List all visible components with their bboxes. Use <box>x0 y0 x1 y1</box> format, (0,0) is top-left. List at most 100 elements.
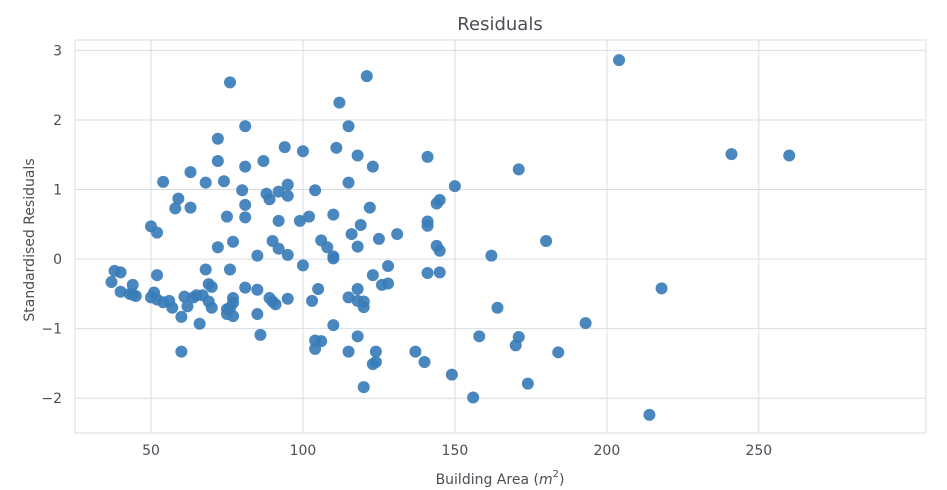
data-point <box>473 330 486 343</box>
data-point <box>351 330 364 343</box>
data-point <box>342 120 355 133</box>
data-point <box>184 166 197 179</box>
data-point <box>327 208 340 221</box>
data-point <box>363 201 376 214</box>
x-tick-label: 250 <box>745 443 772 459</box>
data-point <box>351 283 364 296</box>
x-tick-label: 150 <box>442 443 469 459</box>
data-point <box>227 296 240 309</box>
data-points <box>105 54 796 421</box>
data-point <box>296 259 309 272</box>
data-point <box>491 301 504 314</box>
data-point <box>421 150 434 163</box>
data-point <box>105 276 118 289</box>
x-tick-label: 50 <box>142 443 160 459</box>
data-point <box>166 301 179 314</box>
y-tick-label: 2 <box>53 113 62 129</box>
data-point <box>251 283 264 296</box>
data-point <box>303 210 316 223</box>
data-point <box>409 345 422 358</box>
data-point <box>272 242 285 255</box>
data-point <box>655 282 668 295</box>
data-point <box>281 248 294 261</box>
data-point <box>372 232 385 245</box>
data-point <box>157 175 170 188</box>
y-tick-label: −2 <box>41 391 62 407</box>
data-point <box>224 76 237 89</box>
data-point <box>169 202 182 215</box>
data-point <box>227 310 240 323</box>
data-point <box>227 235 240 248</box>
data-point <box>512 163 525 176</box>
data-point <box>467 391 480 404</box>
data-point <box>357 381 370 394</box>
data-point <box>309 184 322 197</box>
data-point <box>224 263 237 276</box>
data-point <box>172 192 185 205</box>
data-point <box>281 292 294 305</box>
data-point <box>220 210 233 223</box>
data-point <box>199 263 212 276</box>
data-point <box>382 277 395 290</box>
data-point <box>272 214 285 227</box>
data-point <box>312 283 325 296</box>
data-point <box>643 408 656 421</box>
data-point <box>251 308 264 321</box>
x-tick-label: 200 <box>594 443 621 459</box>
data-point <box>296 145 309 158</box>
data-point <box>239 120 252 133</box>
data-point <box>251 249 264 262</box>
data-point <box>269 298 282 311</box>
data-point <box>181 300 194 313</box>
data-point <box>391 228 404 241</box>
data-point <box>236 184 249 197</box>
data-point <box>369 356 382 369</box>
y-axis-label: Standardised Residuals <box>22 158 38 321</box>
data-point <box>421 219 434 232</box>
data-point <box>445 368 458 381</box>
data-point <box>217 175 230 188</box>
data-point <box>333 96 346 109</box>
data-point <box>239 198 252 211</box>
data-point <box>418 356 431 369</box>
data-point <box>175 310 188 323</box>
x-axis-label-text: Building Area ( <box>436 472 539 488</box>
data-point <box>327 319 340 332</box>
data-point <box>613 54 626 67</box>
data-point <box>485 249 498 262</box>
data-point <box>448 180 461 193</box>
data-point <box>293 214 306 227</box>
data-point <box>114 285 127 298</box>
data-point <box>211 155 224 168</box>
data-point <box>421 267 434 280</box>
data-point <box>263 193 276 206</box>
data-point <box>345 228 358 241</box>
data-point <box>357 301 370 314</box>
data-point <box>205 280 218 293</box>
data-point <box>184 201 197 214</box>
x-tick-label: 100 <box>290 443 317 459</box>
data-point <box>366 160 379 173</box>
data-point <box>512 331 525 344</box>
data-point <box>327 252 340 265</box>
data-point <box>351 149 364 162</box>
data-point <box>211 132 224 145</box>
data-point <box>151 269 164 282</box>
x-axis-label-close: ) <box>559 472 564 488</box>
data-point <box>330 141 343 154</box>
data-point <box>354 219 367 232</box>
data-point <box>239 211 252 224</box>
data-point <box>552 346 565 359</box>
data-point <box>175 345 188 358</box>
data-point <box>342 291 355 304</box>
data-point <box>239 281 252 294</box>
data-point <box>199 176 212 189</box>
plot-frame <box>74 39 927 434</box>
data-point <box>129 289 142 302</box>
data-point <box>193 317 206 330</box>
grid-layer <box>75 40 926 433</box>
plot-area-border <box>74 39 927 434</box>
data-point <box>178 290 191 303</box>
data-point <box>315 335 328 348</box>
